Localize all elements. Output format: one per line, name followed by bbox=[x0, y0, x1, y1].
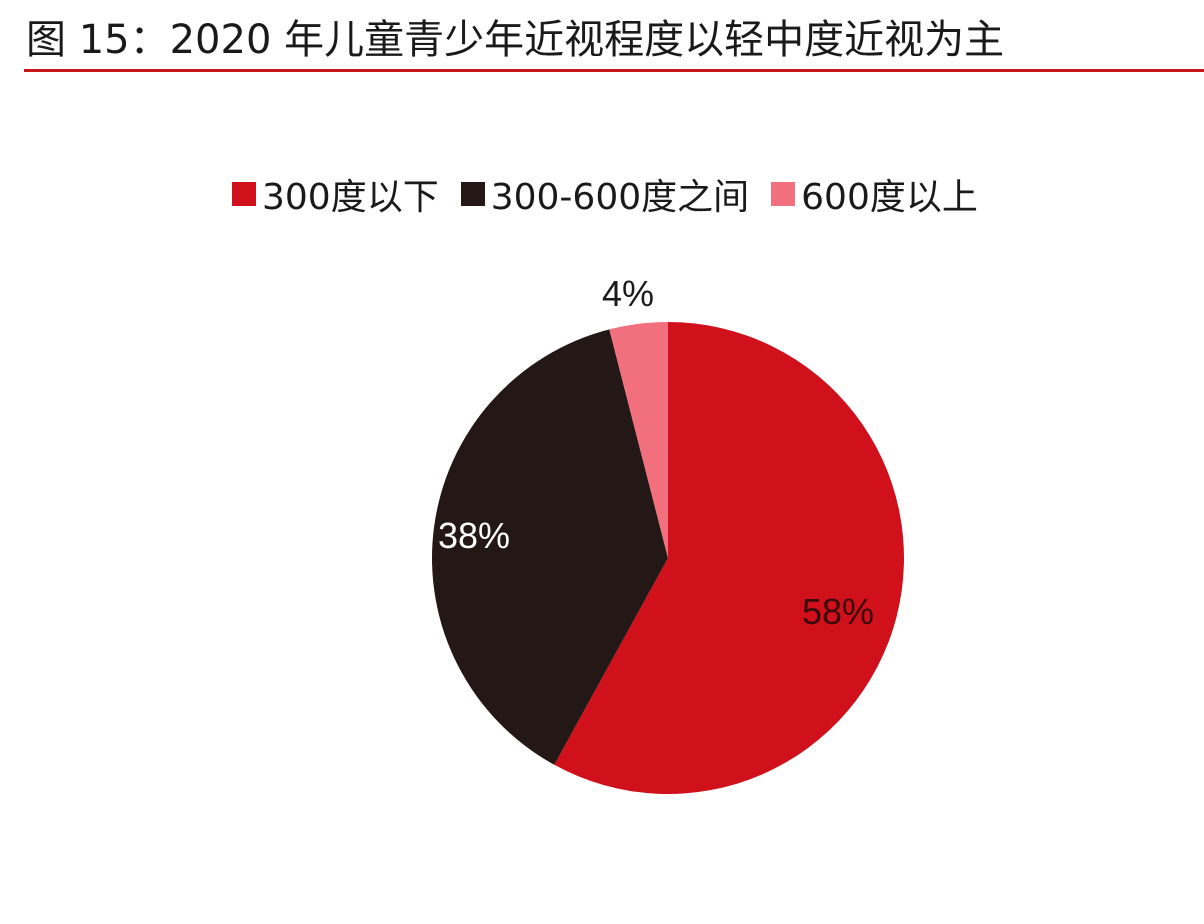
legend-item-above-600: 600度以上 bbox=[771, 168, 978, 220]
legend-swatch-300-600 bbox=[460, 182, 485, 206]
legend-label-above-600: 600度以上 bbox=[801, 177, 978, 218]
legend-swatch-below-300 bbox=[232, 182, 256, 206]
legend-label-below-300: 300度以下 bbox=[262, 177, 439, 218]
pie-slice-300-600 bbox=[432, 329, 668, 765]
legend-label-300-600: 300-600度之间 bbox=[490, 177, 750, 218]
slice-label-below-300: 58% bbox=[802, 591, 874, 632]
legend-item-300-600: 300-600度之间 bbox=[460, 168, 750, 220]
title-rule bbox=[24, 69, 1204, 72]
slice-label-above-600: 4% bbox=[602, 273, 654, 314]
slice-label-300-600: 38% bbox=[438, 515, 510, 556]
legend-item-below-300: 300度以下 bbox=[232, 168, 439, 220]
figure-title: 图 15：2020 年儿童青少年近视程度以轻中度近视为主 bbox=[26, 17, 1005, 63]
pie-slice-above-600 bbox=[609, 322, 668, 558]
chart-legend: 300度以下 300-600度之间 600度以上 bbox=[232, 168, 1000, 220]
pie-slice-below-300 bbox=[554, 322, 905, 794]
legend-swatch-above-600 bbox=[771, 182, 796, 206]
